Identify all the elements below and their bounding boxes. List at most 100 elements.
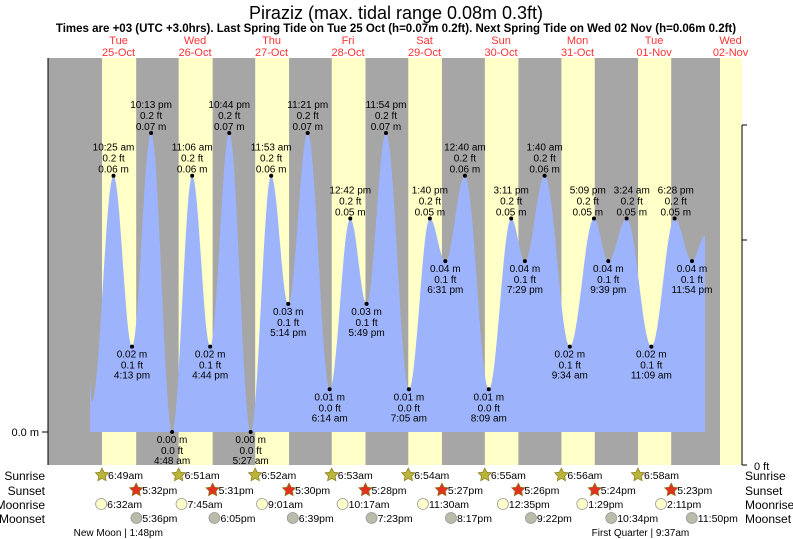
moonrise-time: 12:35pm [509,499,550,511]
tide-height-ft: 0.1 ft [434,275,456,286]
tide-time: 1:40 am [527,143,563,154]
day-date: 26-Oct [179,47,212,59]
tide-height-m: 0.00 m [235,435,266,446]
moonset-icon [130,512,143,524]
tide-height-ft: 0.2 ft [218,111,240,122]
tide-height-ft: 0.1 ft [597,275,619,286]
sunset-row-label: Sunset [745,484,783,498]
sunset-time: 5:30pm [295,485,330,497]
sunrise-icon [324,467,340,482]
tide-height-ft: 0.1 ft [640,361,662,372]
low-tide-point [248,430,253,434]
sunset-icon [128,482,144,497]
low-tide-point [129,344,134,349]
moonrise-icon [256,498,268,510]
high-tide-point [348,216,353,221]
sunrise-time: 6:58am [644,470,679,482]
tide-time: 11:53 am [251,143,292,154]
high-tide-point [427,216,432,221]
moonrise-time: 1:29pm [588,499,623,511]
tide-height-m: 0.02 m [195,350,226,361]
tide-height-ft: 0.2 ft [533,154,555,165]
tide-height-m: 0.05 m [335,207,366,218]
tide-height-m: 0.07 m [136,122,167,133]
sunrise-time: 6:52am [261,470,296,482]
tide-time: 7:29 pm [507,285,543,296]
tide-height-ft: 0.2 ft [260,154,282,165]
sunset-icon [434,482,450,497]
moonrise-icon [336,498,349,510]
tide-height-m: 0.01 m [394,392,425,403]
tide-labels: 10:25 am0.2 ft0.06 m0.02 m0.1 ft4:13 pm1… [93,100,713,467]
low-tide-point [364,301,369,306]
sunrise-icon [477,467,493,482]
sunrise-time: 6:53am [338,470,373,482]
tide-time: 11:54 pm [366,100,407,111]
tide-height-ft: 0.2 ft [297,111,319,122]
tide-time: 3:24 am [614,185,650,196]
sunset-icon [358,482,373,497]
tide-height-m: 0.04 m [510,264,541,275]
moonrise-row-label: Moonrise [0,498,45,512]
day-date: 30-Oct [485,47,518,59]
sunrise-time: 6:51am [185,470,220,482]
moonset-icon [445,512,457,524]
tide-height-m: 0.02 m [117,350,148,361]
right-axis-label: 0 ft [754,461,769,473]
tide-height-ft: 0.2 ft [140,111,162,122]
tide-time: 6:14 am [312,413,348,424]
sunset-time: 5:28pm [371,485,406,497]
tide-height-m: 0.01 m [473,392,504,403]
tide-height-m: 0.00 m [157,435,188,446]
tide-height-ft: 0.2 ft [375,111,397,122]
moonset-icon [365,512,378,524]
tide-time: 10:25 am [93,143,135,154]
high-tide-point [509,216,514,221]
tide-height-m: 0.06 m [256,165,287,176]
sunrise-row-label: Sunrise [4,469,45,483]
sunset-time: 5:27pm [448,485,483,497]
moonset-time: 11:50pm [698,513,738,525]
tide-time: 8:09 am [471,413,507,424]
tide-time: 9:39 pm [590,285,626,296]
moonset-time: 5:36pm [142,513,177,525]
tide-height-ft: 0.2 ft [577,196,599,207]
tide-time: 12:42 pm [329,185,371,196]
moonset-time: 6:05pm [220,513,255,525]
day-date: 02-Nov [713,47,749,59]
tide-height-ft: 0.1 ft [199,361,221,372]
high-tide-point [672,216,677,221]
tide-height-m: 0.06 m [177,165,208,176]
tide-height-ft: 0.2 ft [500,196,522,207]
moonset-icon [605,512,618,524]
tide-height-m: 0.02 m [636,350,667,361]
high-tide-point [383,131,388,136]
day-date: 27-Oct [255,47,288,59]
day-name: Fri [342,35,355,47]
tide-time: 5:14 pm [270,328,306,339]
day-date: 25-Oct [102,47,135,59]
sunrise-row-label: Sunrise [745,469,786,483]
day-labels: Tue25-OctWed26-OctThu27-OctFri28-OctSat2… [102,35,749,59]
day-name: Tue [109,35,128,47]
tide-height-m: 0.04 m [593,264,624,275]
sunrise-icon [247,467,263,482]
day-name: Thu [262,35,281,47]
tide-height-m: 0.01 m [314,392,345,403]
day-name: Tue [645,35,664,47]
sunrise-icon [171,467,187,482]
tide-height-m: 0.05 m [496,207,527,218]
low-tide-point [208,344,213,349]
moonrise-icon [497,498,509,510]
day-name: Sun [491,35,511,47]
high-tide-point [190,173,195,178]
sunrise-icon [400,467,416,482]
tide-height-m: 0.03 m [351,307,382,318]
high-tide-point [624,216,629,221]
day-name: Sat [416,35,433,47]
tide-height-ft: 0.2 ft [621,196,643,207]
low-tide-point [522,259,527,264]
tide-height-ft: 0.1 ft [559,361,581,372]
sunrise-time: 6:55am [491,470,526,482]
tide-time: 10:44 pm [208,100,250,111]
